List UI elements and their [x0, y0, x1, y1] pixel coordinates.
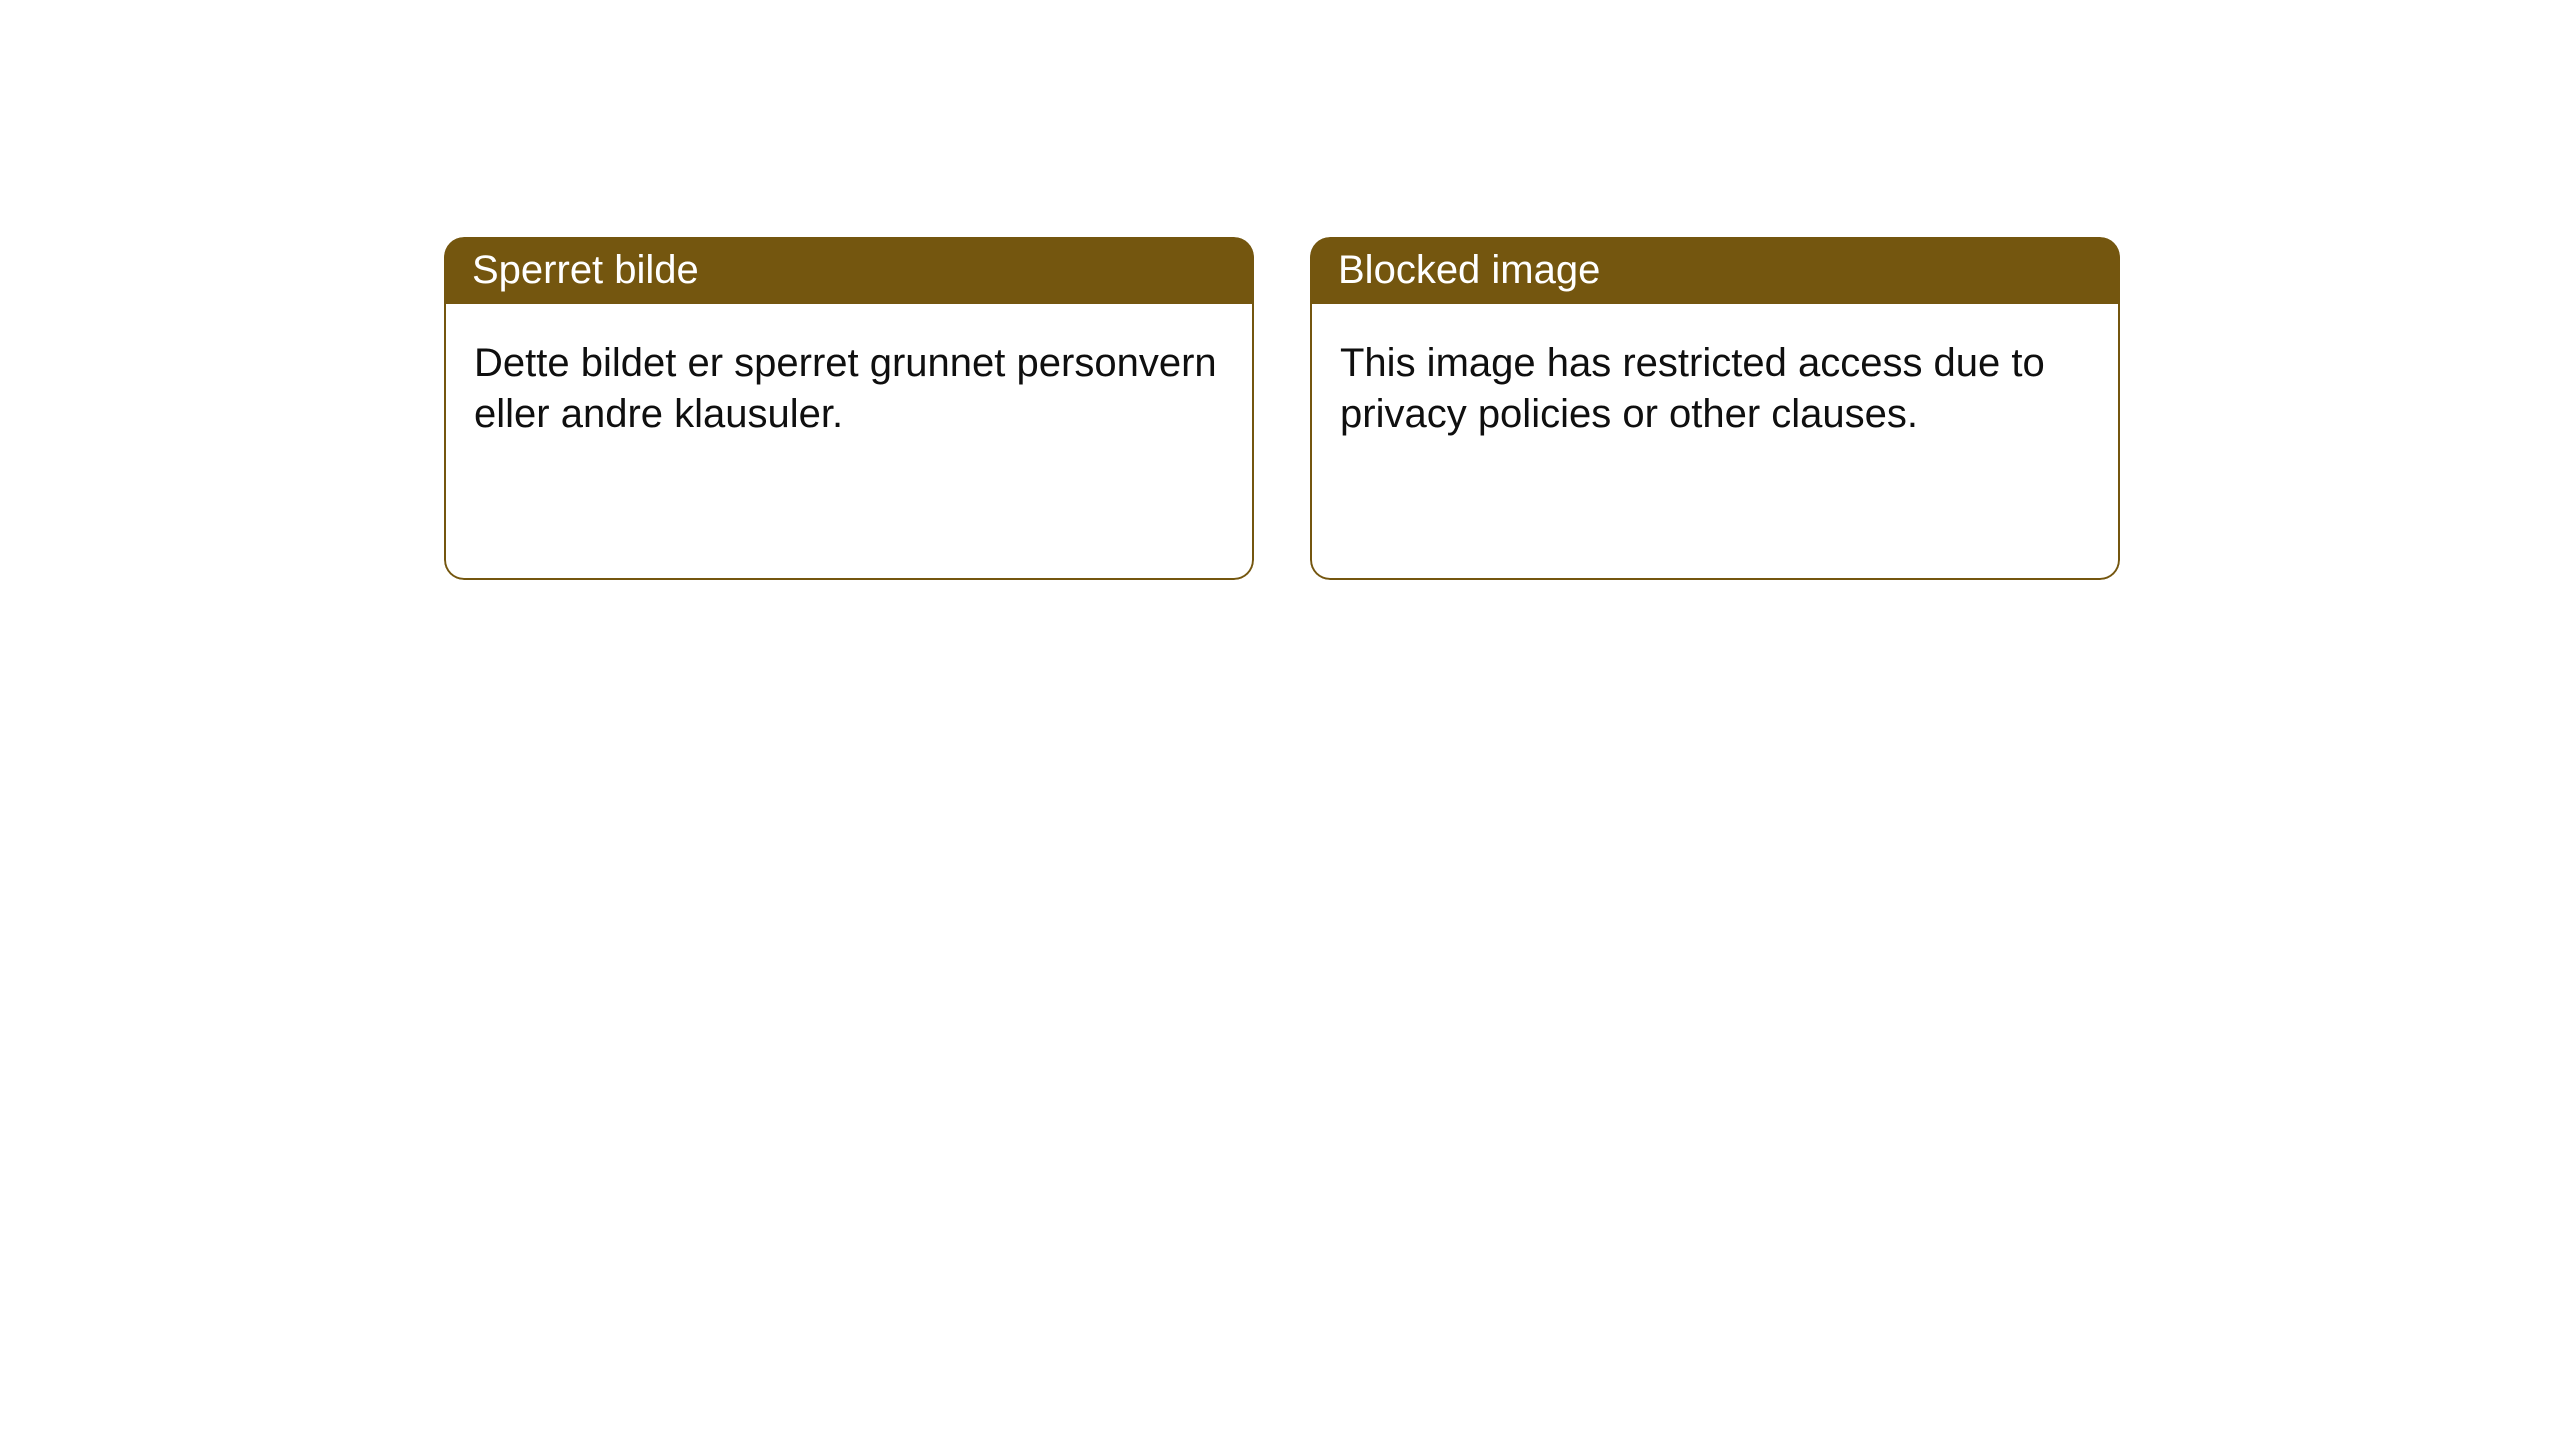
notice-card-en: Blocked image This image has restricted … — [1310, 237, 2120, 580]
notice-card-no: Sperret bilde Dette bildet er sperret gr… — [444, 237, 1254, 580]
notice-card-body-en: This image has restricted access due to … — [1310, 304, 2120, 580]
notice-cards-row: Sperret bilde Dette bildet er sperret gr… — [444, 237, 2120, 580]
notice-card-title-no: Sperret bilde — [444, 237, 1254, 304]
notice-card-body-no: Dette bildet er sperret grunnet personve… — [444, 304, 1254, 580]
notice-card-title-en: Blocked image — [1310, 237, 2120, 304]
